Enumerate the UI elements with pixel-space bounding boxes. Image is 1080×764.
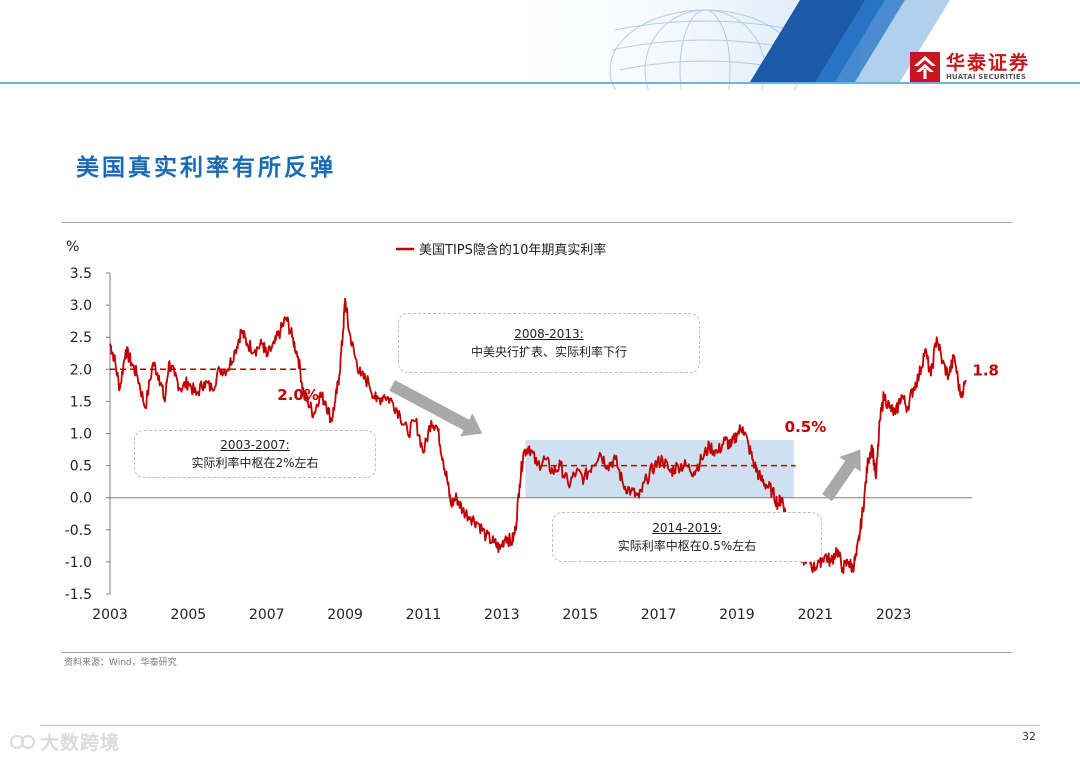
annotation-2014-2019: 2014-2019: 实际利率中枢在0.5%左右 bbox=[552, 512, 822, 562]
x-tick-label: 2019 bbox=[719, 607, 755, 623]
trend-arrow-shape bbox=[389, 380, 483, 437]
trend-arrow bbox=[822, 449, 861, 502]
y-tick-label: 3.0 bbox=[70, 298, 92, 314]
trend-arrow bbox=[389, 380, 483, 437]
annotation-body: 中美央行扩表、实际利率下行 bbox=[470, 345, 627, 359]
logo-name-en: HUATAI SECURITIES bbox=[946, 73, 1027, 81]
series-line bbox=[109, 297, 967, 574]
page-title: 美国真实利率有所反弹 bbox=[76, 154, 336, 181]
annotation-2003-2007: 2003-2007: 实际利率中枢在2%左右 bbox=[134, 430, 376, 478]
banner-stripe-dark bbox=[750, 0, 885, 82]
annotation-2008-2013: 2008-2013: 中美央行扩表、实际利率下行 bbox=[398, 313, 700, 373]
x-tick-label: 2003 bbox=[92, 607, 128, 623]
value-label: 1.8 bbox=[972, 362, 999, 380]
top-divider bbox=[62, 222, 1012, 223]
annotation-title: 2003-2007: bbox=[220, 438, 290, 452]
annotation-body: 实际利率中枢在0.5%左右 bbox=[617, 539, 757, 553]
y-tick-label: 2.0 bbox=[70, 362, 92, 378]
y-tick-label: 1.5 bbox=[70, 394, 92, 410]
value-label: 0.5% bbox=[785, 418, 827, 436]
banner-stripe-light bbox=[855, 0, 950, 82]
y-tick-label: -1.5 bbox=[65, 587, 92, 603]
annotation-title: 2014-2019: bbox=[652, 521, 722, 535]
source-note: 资料来源：Wind，华泰研究 bbox=[64, 658, 177, 668]
x-tick-label: 2009 bbox=[327, 607, 363, 623]
annotation-body: 实际利率中枢在2%左右 bbox=[191, 456, 319, 470]
banner-stripe-mid bbox=[815, 0, 905, 82]
y-tick-label: 0.0 bbox=[70, 491, 92, 507]
x-tick-label: 2011 bbox=[406, 607, 442, 623]
y-tick-label: -1.0 bbox=[65, 555, 92, 571]
y-unit-label: % bbox=[66, 239, 79, 255]
watermark-icon bbox=[10, 734, 35, 749]
x-tick-label: 2023 bbox=[876, 607, 912, 623]
y-tick-label: 2.5 bbox=[70, 330, 92, 346]
huatai-logo-icon bbox=[910, 52, 940, 82]
real-rate-chart: 3.53.02.52.01.51.00.50.0-0.5-1.0-1.52003… bbox=[65, 239, 999, 623]
value-label: 2.0% bbox=[277, 386, 319, 404]
y-tick-label: 3.5 bbox=[70, 266, 92, 282]
chart-legend: 美国TIPS隐含的10年期真实利率 bbox=[396, 242, 606, 258]
page-number: 32 bbox=[1022, 730, 1036, 743]
y-tick-label: 1.0 bbox=[70, 427, 92, 443]
logo-name-cn: 华泰证券 bbox=[946, 52, 1031, 74]
trend-arrow-shape bbox=[822, 449, 861, 502]
legend-entry: 美国TIPS隐含的10年期真实利率 bbox=[419, 242, 606, 258]
x-tick-label: 2005 bbox=[171, 607, 207, 623]
x-tick-label: 2013 bbox=[484, 607, 520, 623]
y-tick-label: 0.5 bbox=[70, 459, 92, 475]
shaded-region bbox=[525, 439, 794, 498]
watermark-text: 大数跨境 bbox=[40, 732, 121, 754]
x-tick-label: 2007 bbox=[249, 607, 285, 623]
huatai-logo: 华泰证券 HUATAI SECURITIES bbox=[910, 52, 1030, 82]
annotation-title: 2008-2013: bbox=[514, 327, 584, 341]
watermark: 大数跨境 bbox=[10, 728, 120, 755]
x-tick-label: 2017 bbox=[641, 607, 677, 623]
header-banner bbox=[0, 0, 1080, 90]
x-tick-label: 2021 bbox=[797, 607, 833, 623]
x-tick-label: 2015 bbox=[562, 607, 598, 623]
footer-divider bbox=[40, 725, 1040, 726]
y-tick-label: -0.5 bbox=[65, 523, 92, 539]
bottom-divider bbox=[62, 652, 1012, 653]
